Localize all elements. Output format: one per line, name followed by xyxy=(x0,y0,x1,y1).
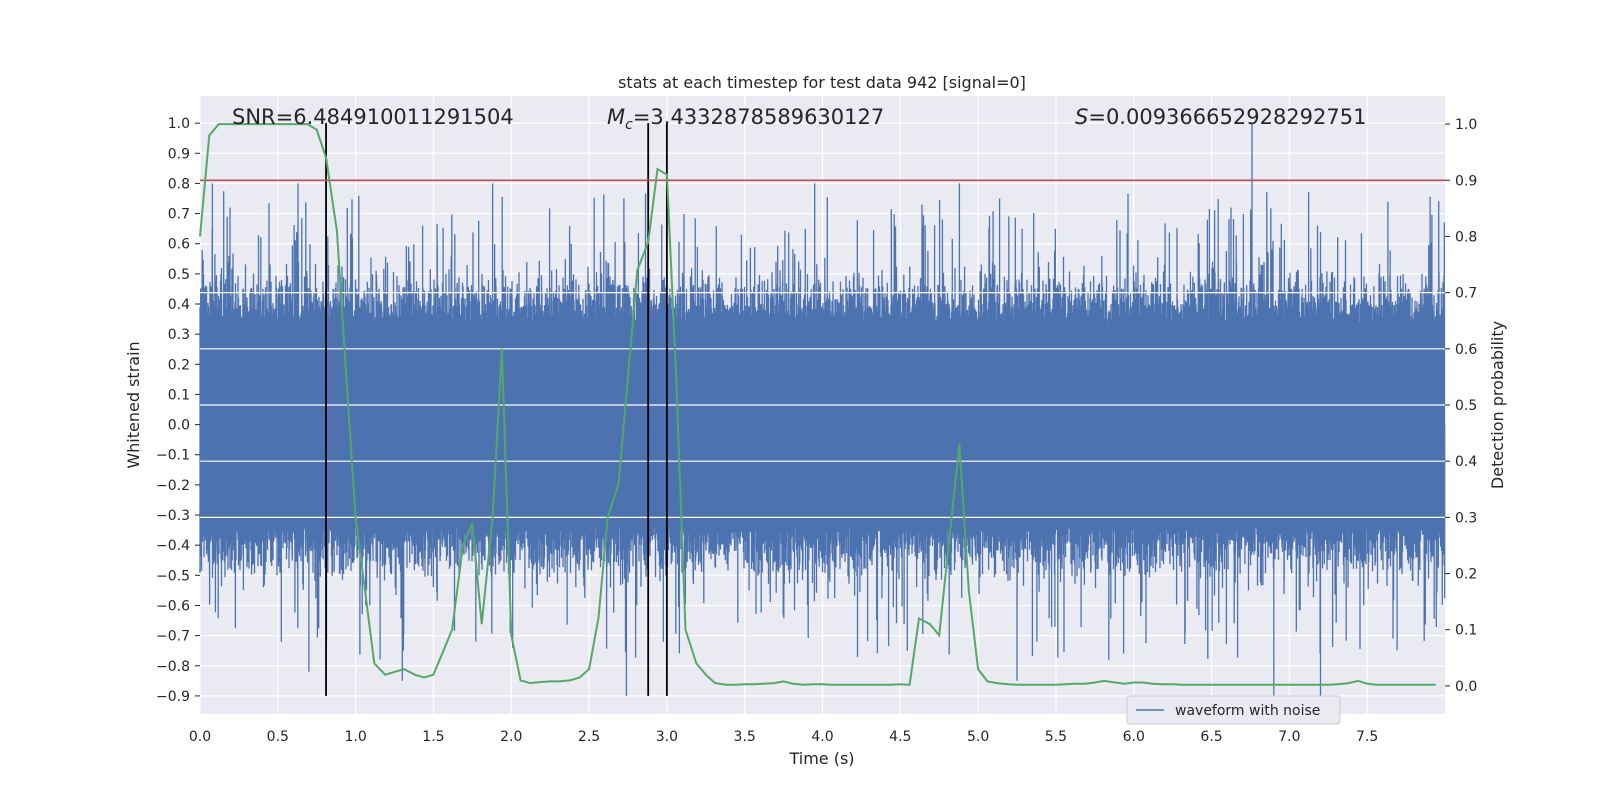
mc-value: =3.4332878589630127 xyxy=(633,105,884,129)
x-tick-label: 6.5 xyxy=(1200,729,1222,745)
snr-annotation: SNR=6.484910011291504 xyxy=(232,105,514,129)
y-tick-label: 0.5 xyxy=(168,267,190,283)
y-tick-label: 1.0 xyxy=(168,116,190,132)
s-value: =0.009366652928292751 xyxy=(1088,105,1366,129)
x-tick-label: 3.0 xyxy=(656,729,678,745)
y2-grid xyxy=(200,292,1445,518)
x-tick-label: 0.0 xyxy=(189,729,211,745)
y-tick-label: 0.4 xyxy=(168,297,190,313)
probability-series xyxy=(199,123,1436,686)
x-tick-label: 1.0 xyxy=(344,729,366,745)
x-tick-label: 7.0 xyxy=(1278,729,1300,745)
y-tick-label: −0.8 xyxy=(156,659,190,675)
mc-subscript: c xyxy=(625,117,633,133)
y2-tick-label: 0.6 xyxy=(1455,342,1477,358)
y2-axis-label: Detection probability xyxy=(1488,321,1507,489)
x-tick-label: 5.0 xyxy=(967,729,989,745)
y2-tick-label: 0.0 xyxy=(1455,679,1477,695)
probability-line xyxy=(199,123,1436,686)
y-tick-label: −0.7 xyxy=(156,629,190,645)
y-tick-label: −0.9 xyxy=(156,689,190,705)
y-tick-label: 0.2 xyxy=(168,357,190,373)
y2-tick-label: 0.9 xyxy=(1455,173,1477,189)
y2-tick-label: 0.2 xyxy=(1455,567,1477,583)
y-tick-label: 0.9 xyxy=(168,146,190,162)
y-tick-label: −0.6 xyxy=(156,598,190,614)
chart-title: stats at each timestep for test data 942… xyxy=(618,73,1026,92)
s-symbol: S xyxy=(1075,105,1088,129)
legend-box xyxy=(1126,695,1341,725)
y-tick-label: 0.8 xyxy=(168,176,190,192)
mc-symbol: M xyxy=(607,105,625,129)
x-tick-label: 1.5 xyxy=(422,729,444,745)
y2-tick-label: 0.8 xyxy=(1455,229,1477,245)
y-tick-label: −0.5 xyxy=(156,568,190,584)
x-axis-label: Time (s) xyxy=(788,749,854,768)
tick-labels: 0.0 0.5 1.0 1.5 2.0 2.5 3.0 3.5 4.0 4.5 5.0 5.5 6.0 6… xyxy=(156,116,1477,745)
y-tick-label: −0.4 xyxy=(156,538,190,554)
x-tick-label: 0.5 xyxy=(267,729,289,745)
legend-label: waveform with noise xyxy=(1175,703,1320,719)
x-tick-label: 2.0 xyxy=(500,729,522,745)
chirp-mass-annotation: Mc=3.4332878589630127 xyxy=(607,105,884,133)
y-tick-label: 0.0 xyxy=(168,418,190,434)
y-axis-label: Whitened strain xyxy=(124,341,143,468)
y2-tick-label: 1.0 xyxy=(1455,117,1477,133)
y2-tick-label: 0.3 xyxy=(1455,510,1477,526)
x-tick-label: 3.5 xyxy=(734,729,756,745)
y-tick-label: 0.1 xyxy=(168,387,190,403)
s-annotation: S=0.009366652928292751 xyxy=(1075,105,1366,129)
x-tick-label: 7.5 xyxy=(1356,729,1378,745)
y-tick-label: −0.2 xyxy=(156,478,190,494)
y-tick-label: 0.7 xyxy=(168,207,190,223)
y-tick-label: 0.6 xyxy=(168,237,190,253)
x-tick-label: 4.0 xyxy=(811,729,833,745)
y2-tick-label: 0.7 xyxy=(1455,286,1477,302)
x-tick-label: 4.5 xyxy=(889,729,911,745)
x-tick-label: 5.5 xyxy=(1045,729,1067,745)
y2-tick-label: 0.4 xyxy=(1455,454,1477,470)
y2-tick-label: 0.1 xyxy=(1455,623,1477,639)
y-tick-label: −0.1 xyxy=(156,448,190,464)
x-tick-label: 6.0 xyxy=(1123,729,1145,745)
y-tick-label: 0.3 xyxy=(168,327,190,343)
y2-tick-label: 0.5 xyxy=(1455,398,1477,414)
vertical-markers xyxy=(325,123,668,696)
legend: waveform with noise xyxy=(1126,695,1341,725)
x-tick-label: 2.5 xyxy=(578,729,600,745)
y-tick-label: −0.3 xyxy=(156,508,190,524)
